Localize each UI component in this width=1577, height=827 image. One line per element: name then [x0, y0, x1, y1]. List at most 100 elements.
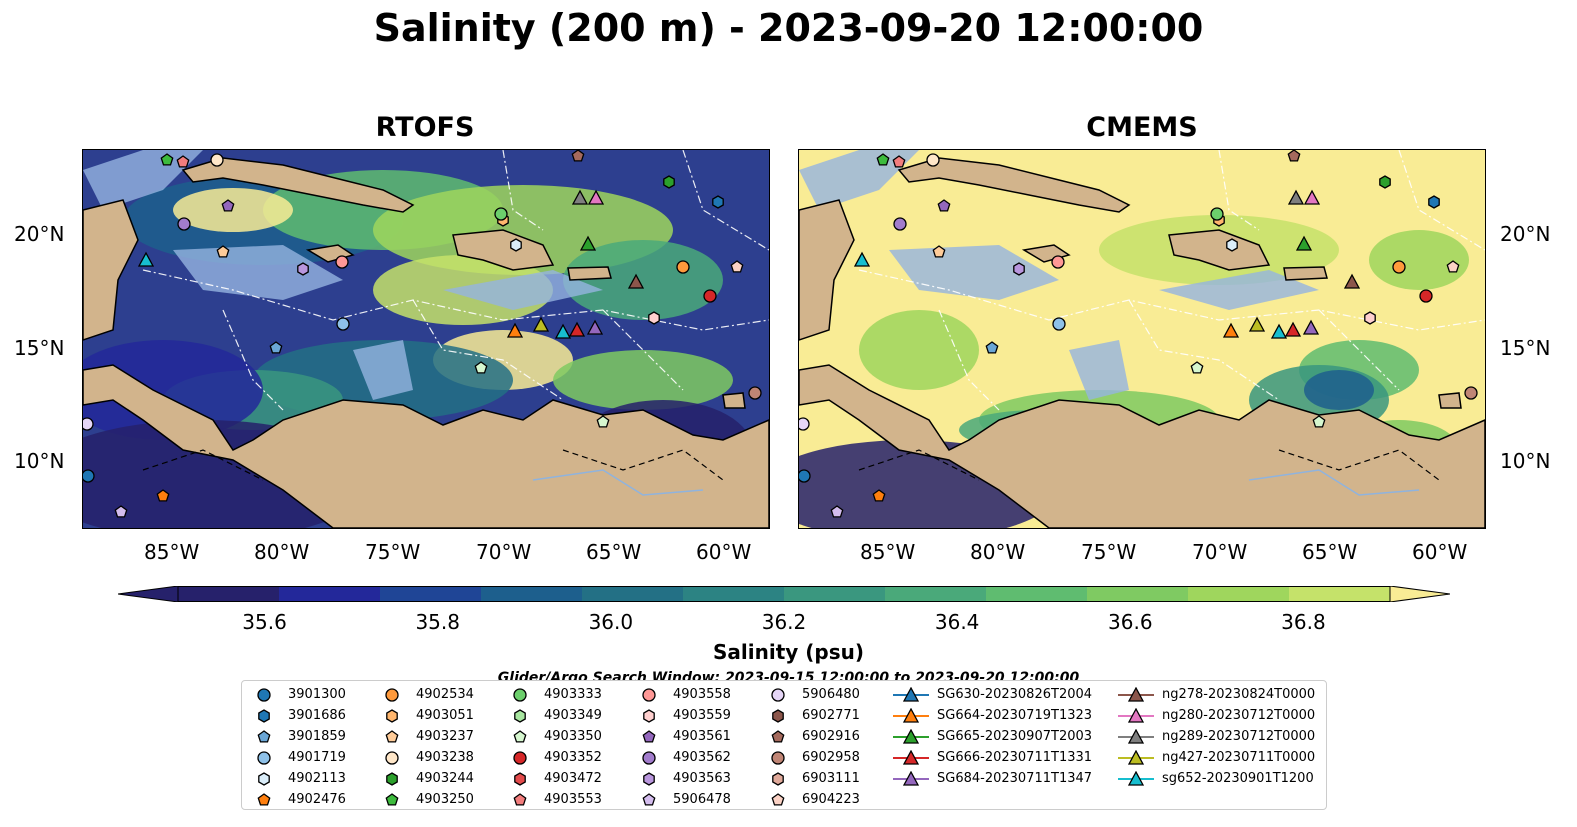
legend: 3901300 3901686 3901859 4901719 4902113 49024…	[241, 680, 1327, 810]
argo-float-marker	[642, 730, 656, 743]
glider-marker	[1127, 729, 1145, 744]
legend-label: 6903111	[802, 771, 860, 786]
legend-label: SG684-20230711T1347	[937, 771, 1093, 786]
glider-marker	[1284, 321, 1302, 337]
legend-label: 4903558	[673, 687, 731, 702]
land-mass	[452, 229, 555, 271]
land-mass	[181, 157, 415, 213]
lon-tick-label: 60°W	[1412, 540, 1468, 564]
argo-float-marker	[663, 175, 675, 189]
land-mass	[897, 157, 1131, 213]
colorbar-segment	[986, 586, 1088, 602]
argo-float-marker	[1446, 260, 1460, 273]
argo-float-marker	[385, 730, 399, 743]
argo-float-marker	[1364, 311, 1376, 325]
argo-float-marker	[176, 155, 190, 168]
glider-marker	[1127, 750, 1145, 765]
argo-float-marker	[571, 150, 585, 162]
colorbar-segment	[279, 586, 381, 602]
argo-float-marker	[513, 751, 527, 765]
glider-marker	[627, 273, 645, 289]
glider-marker	[902, 750, 920, 765]
legend-label: 5906480	[802, 687, 860, 702]
legend-marker	[772, 772, 784, 786]
glider-marker	[532, 316, 550, 332]
argo-float-marker	[297, 262, 309, 276]
salinity-patch	[173, 188, 293, 232]
legend-label: 4903238	[416, 750, 474, 765]
colorbar-segment	[178, 586, 280, 602]
argo-float-marker	[1190, 361, 1204, 374]
colorbar-tick-label: 36.2	[761, 610, 807, 634]
legend-label: SG666-20230711T1331	[937, 750, 1093, 765]
lon-tick-label: 80°W	[970, 540, 1026, 564]
country-border	[858, 449, 980, 481]
lon-tick-label: 60°W	[696, 540, 752, 564]
argo-float-marker	[257, 793, 271, 806]
legend-label: 4903472	[544, 771, 602, 786]
argo-float-marker	[177, 217, 191, 231]
legend-marker	[257, 751, 271, 765]
colorbar-segment	[885, 586, 987, 602]
argo-float-marker	[642, 688, 656, 702]
argo-float-marker	[114, 505, 128, 518]
glider-marker	[1295, 235, 1313, 251]
legend-label: 4902476	[288, 792, 346, 807]
eez-boundary	[1318, 309, 1400, 391]
legend-marker	[513, 688, 527, 702]
figure-title: Salinity (200 m) - 2023-09-20 12:00:00	[373, 6, 1204, 50]
argo-float-marker	[642, 793, 656, 806]
argo-float-marker	[648, 311, 660, 325]
argo-float-marker	[772, 772, 784, 786]
argo-float-marker	[876, 153, 890, 166]
argo-float-marker	[269, 341, 283, 354]
legend-marker	[893, 687, 929, 702]
legend-marker	[258, 709, 270, 723]
argo-float-marker	[748, 386, 762, 400]
legend-marker	[513, 793, 527, 806]
legend-marker	[385, 730, 399, 743]
argo-float-marker	[210, 153, 224, 167]
argo-float-marker	[385, 688, 399, 702]
glider-marker	[506, 322, 524, 338]
legend-label: 4902534	[416, 687, 474, 702]
glider-marker	[1343, 273, 1361, 289]
legend-marker	[257, 793, 271, 806]
colorbar	[118, 586, 1450, 602]
glider-marker	[1270, 323, 1288, 339]
legend-label: 4903349	[544, 708, 602, 723]
legend-label: 3901300	[288, 687, 346, 702]
legend-marker	[385, 688, 399, 702]
argo-float-marker	[1428, 195, 1440, 209]
glider-marker	[902, 708, 920, 723]
argo-float-marker	[771, 793, 785, 806]
map-panel-rtofs[interactable]	[82, 149, 770, 529]
legend-marker	[643, 772, 655, 786]
map-panel-cmems[interactable]	[798, 149, 1486, 529]
colorbar-segment	[481, 586, 583, 602]
salinity-patch	[1304, 370, 1374, 410]
lon-tick-label: 75°W	[365, 540, 421, 564]
land-mass	[1438, 392, 1462, 409]
legend-label: 4903553	[544, 792, 602, 807]
legend-label: 3901686	[288, 708, 346, 723]
legend-label: 4902113	[288, 771, 346, 786]
argo-float-marker	[513, 793, 527, 806]
colorbar-segment	[380, 586, 482, 602]
eez-boundary	[1128, 299, 1280, 401]
argo-float-marker	[1312, 415, 1326, 428]
argo-float-marker	[1287, 150, 1301, 162]
argo-float-marker	[799, 469, 811, 483]
legend-label: ng289-20230712T0000	[1162, 729, 1316, 744]
legend-label: 4903352	[544, 750, 602, 765]
lon-tick-label: 65°W	[586, 540, 642, 564]
colorbar-extend-low	[118, 586, 179, 602]
argo-float-marker	[257, 730, 271, 743]
argo-float-marker	[83, 469, 95, 483]
glider-marker	[1248, 316, 1266, 332]
argo-float-marker	[712, 195, 724, 209]
argo-float-marker	[514, 709, 526, 723]
salinity-patch	[83, 340, 263, 440]
argo-float-marker	[872, 489, 886, 502]
argo-float-marker	[771, 688, 785, 702]
